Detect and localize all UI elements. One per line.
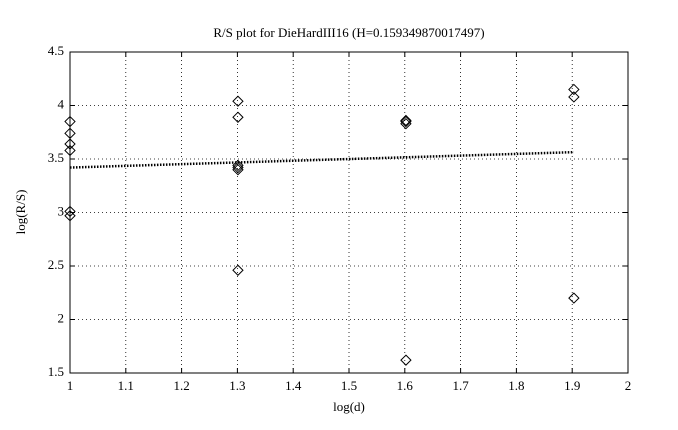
data-point [568,91,580,103]
data-point [400,114,412,127]
chart-title: R/S plot for DieHardIII16 (H=0.159349870… [213,25,484,40]
data-point [64,138,76,150]
data-point [400,117,412,130]
data-point [232,111,244,123]
x-tick-label: 1.3 [229,378,245,393]
data-point [400,115,412,128]
x-tick-label: 1.4 [285,378,302,393]
data-point [232,264,244,276]
x-tick-label: 1.6 [397,378,414,393]
data-point [232,159,244,172]
data-point [232,163,244,176]
y-tick-label: 4 [58,96,65,111]
y-tick-label: 1.5 [48,364,64,379]
y-tick-label: 2 [58,310,65,325]
y-tick-label: 2.5 [48,257,64,272]
x-tick-label: 1.9 [564,378,580,393]
y-tick-label: 3.5 [48,150,64,165]
data-point [64,144,76,157]
data-point [64,210,76,222]
x-tick-label: 1.7 [452,378,469,393]
fit-line [69,150,574,169]
x-tick-label: 1.5 [341,378,357,393]
data-point [64,205,76,218]
data-point [232,161,244,174]
x-tick-label: 1.1 [118,378,134,393]
data-point [232,95,244,107]
x-tick-label: 2 [625,378,632,393]
data-point [568,83,580,96]
x-axis-label: log(d) [333,399,365,414]
y-axis-label: log(R/S) [13,190,28,235]
y-tick-label: 4.5 [48,43,64,58]
x-tick-label: 1.2 [173,378,189,393]
data-point [568,292,580,304]
x-tick-label: 1.8 [508,378,524,393]
data-point [400,354,412,366]
y-tick-label: 3 [58,203,65,218]
x-tick-label: 1 [67,378,74,393]
data-point [64,115,76,128]
